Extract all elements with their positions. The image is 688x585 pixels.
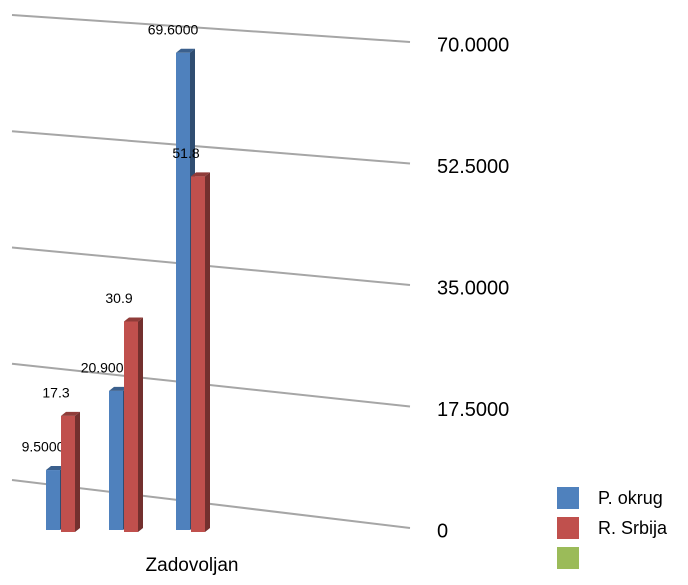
value-label: 30.9 [105, 290, 132, 306]
grid-line [11, 14, 411, 43]
grid-line [11, 246, 411, 286]
bar-top [46, 466, 65, 471]
legend-swatch [557, 547, 579, 569]
bar-top [176, 48, 195, 53]
bar-top [124, 317, 143, 322]
bar-side [138, 317, 143, 532]
bar [46, 470, 60, 530]
y-tick-label: 35.0000 [437, 277, 509, 299]
bar [124, 321, 138, 532]
legend-label: P. okrug [598, 488, 663, 508]
bar-top [109, 386, 128, 391]
y-tick-label: 0 [437, 520, 448, 542]
value-label: 51.8 [172, 145, 199, 161]
bar-top [61, 411, 80, 416]
y-tick-label: 52.5000 [437, 156, 509, 178]
legend-label: R. Srbija [598, 518, 668, 538]
bar-side [205, 172, 210, 533]
bar-side [75, 411, 80, 532]
grid-line [11, 130, 411, 165]
bar [61, 415, 75, 532]
value-label: 17.3 [42, 385, 69, 401]
legend-swatch [557, 517, 579, 539]
bar [191, 176, 205, 533]
legend-swatch [557, 487, 579, 509]
y-tick-label: 70.0000 [437, 34, 509, 56]
value-label: 69.6000 [148, 21, 199, 37]
bar-top [191, 172, 210, 177]
x-tick-label: Zadovoljan [146, 555, 239, 576]
grid-line [11, 362, 411, 408]
bar [109, 390, 123, 530]
value-label: 20.9000 [81, 360, 132, 376]
y-tick-label: 17.5000 [437, 399, 509, 421]
value-label: 9.5000 [22, 439, 65, 455]
bar [176, 52, 190, 531]
